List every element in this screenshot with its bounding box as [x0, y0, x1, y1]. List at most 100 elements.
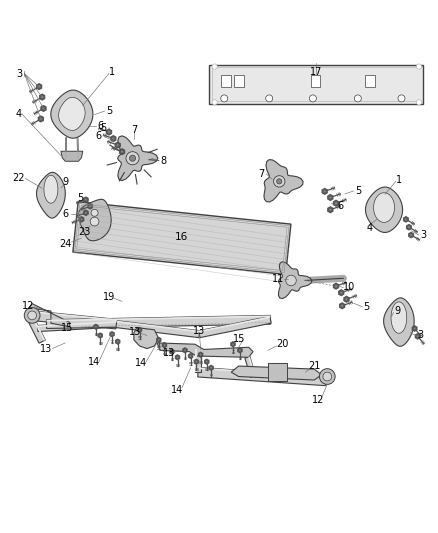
Circle shape	[345, 298, 348, 301]
Text: 14: 14	[88, 357, 101, 367]
Circle shape	[266, 95, 273, 102]
Text: 6: 6	[96, 132, 102, 141]
Polygon shape	[157, 343, 253, 357]
Circle shape	[323, 190, 326, 193]
Circle shape	[91, 209, 98, 216]
Circle shape	[163, 344, 166, 346]
Polygon shape	[115, 142, 120, 148]
Circle shape	[221, 95, 228, 102]
Polygon shape	[61, 151, 83, 161]
Polygon shape	[170, 349, 174, 354]
Circle shape	[158, 339, 160, 341]
Polygon shape	[333, 200, 339, 206]
Circle shape	[112, 138, 115, 140]
Polygon shape	[29, 311, 117, 321]
Text: 1: 1	[109, 67, 115, 77]
Text: 10: 10	[343, 282, 355, 293]
Polygon shape	[333, 283, 339, 289]
Polygon shape	[322, 189, 327, 195]
Bar	[311, 75, 320, 87]
Circle shape	[329, 196, 332, 199]
Circle shape	[340, 292, 343, 294]
Polygon shape	[328, 207, 333, 213]
Circle shape	[138, 329, 141, 331]
Polygon shape	[231, 342, 235, 346]
Circle shape	[417, 335, 419, 337]
Circle shape	[95, 326, 97, 328]
Text: 23: 23	[78, 228, 91, 237]
Text: 15: 15	[61, 322, 73, 333]
Polygon shape	[38, 321, 117, 332]
Text: 19: 19	[103, 292, 115, 302]
Circle shape	[24, 308, 40, 323]
Polygon shape	[51, 90, 93, 138]
Polygon shape	[116, 339, 120, 344]
Polygon shape	[384, 298, 414, 346]
Circle shape	[108, 131, 110, 133]
Text: 9: 9	[62, 177, 68, 187]
Polygon shape	[94, 325, 98, 329]
Circle shape	[239, 349, 241, 351]
Polygon shape	[339, 290, 344, 296]
Text: 12: 12	[312, 394, 325, 405]
Polygon shape	[328, 195, 333, 200]
Polygon shape	[245, 357, 255, 377]
Polygon shape	[46, 316, 271, 328]
Polygon shape	[120, 149, 124, 155]
Bar	[221, 75, 231, 87]
Text: 5: 5	[106, 106, 112, 116]
Polygon shape	[365, 187, 403, 232]
Polygon shape	[176, 355, 180, 360]
Text: 20: 20	[276, 339, 289, 349]
Text: 5: 5	[77, 192, 83, 203]
Polygon shape	[73, 202, 291, 274]
Polygon shape	[134, 328, 159, 349]
Circle shape	[413, 327, 416, 330]
Polygon shape	[39, 116, 43, 122]
Text: 15: 15	[233, 334, 245, 344]
Text: 3: 3	[418, 330, 424, 341]
Text: 16: 16	[175, 232, 188, 242]
Text: 5: 5	[355, 186, 361, 196]
Circle shape	[408, 226, 410, 229]
Bar	[365, 75, 375, 87]
Text: 5: 5	[100, 123, 106, 133]
Circle shape	[417, 100, 422, 105]
Polygon shape	[403, 217, 408, 222]
Text: 13: 13	[193, 326, 205, 336]
Polygon shape	[116, 321, 200, 337]
Circle shape	[410, 234, 412, 236]
Circle shape	[38, 85, 40, 88]
Polygon shape	[79, 217, 84, 222]
Circle shape	[99, 334, 101, 336]
Polygon shape	[198, 367, 326, 378]
Circle shape	[323, 372, 332, 381]
Polygon shape	[162, 343, 166, 348]
Circle shape	[210, 367, 212, 369]
Polygon shape	[78, 199, 111, 241]
Polygon shape	[205, 359, 209, 364]
Circle shape	[28, 311, 36, 320]
Polygon shape	[195, 350, 197, 372]
Polygon shape	[41, 106, 46, 111]
Circle shape	[200, 353, 202, 356]
Bar	[234, 75, 244, 87]
Circle shape	[89, 205, 92, 207]
Text: 13: 13	[40, 344, 53, 354]
Polygon shape	[339, 303, 345, 309]
Polygon shape	[344, 296, 349, 302]
Text: 4: 4	[16, 109, 22, 119]
Circle shape	[117, 341, 119, 343]
Circle shape	[309, 95, 316, 102]
Circle shape	[126, 152, 139, 165]
Polygon shape	[88, 204, 92, 209]
Polygon shape	[268, 364, 287, 381]
Circle shape	[171, 351, 173, 353]
Circle shape	[90, 217, 99, 226]
Polygon shape	[29, 304, 70, 327]
Polygon shape	[415, 334, 420, 339]
Text: 24: 24	[59, 239, 71, 249]
Circle shape	[286, 275, 296, 286]
Polygon shape	[198, 352, 203, 357]
Polygon shape	[188, 353, 193, 358]
